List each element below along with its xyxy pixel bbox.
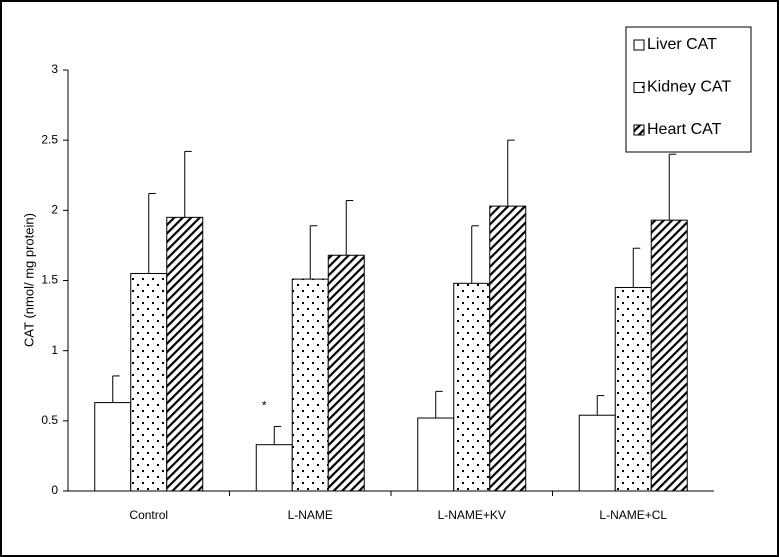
legend-label: Kidney CAT — [647, 79, 731, 96]
bar — [489, 205, 527, 492]
bar — [130, 272, 168, 492]
legend-swatch — [633, 82, 645, 93]
bar — [327, 254, 365, 492]
legend-swatch — [633, 124, 645, 136]
bar — [650, 219, 688, 492]
legend-label: Heart CAT — [647, 121, 722, 138]
bar — [453, 282, 491, 492]
y-tick-label: 0 — [51, 483, 58, 497]
y-tick-label: 2 — [51, 203, 58, 217]
annotation: * — [262, 399, 267, 413]
y-tick-label: 1.5 — [41, 273, 58, 287]
x-tick-label: L-NAME+KV — [438, 508, 506, 522]
y-tick-label: 0.5 — [41, 413, 58, 427]
y-tick-label: 3 — [51, 62, 58, 76]
y-axis-label: CAT (nmol/ mg protein) — [21, 213, 36, 347]
x-tick-label: L-NAME — [288, 508, 333, 522]
y-tick-label: 1 — [51, 343, 58, 357]
bar — [255, 444, 293, 492]
bar — [291, 278, 329, 492]
bar — [166, 216, 204, 492]
bar — [578, 414, 616, 492]
bar — [417, 417, 455, 492]
x-tick-label: Control — [129, 508, 168, 522]
bar — [94, 402, 132, 492]
legend-box — [625, 26, 752, 153]
y-tick-label: 2.5 — [41, 132, 58, 146]
bar — [614, 287, 652, 492]
x-tick-label: L-NAME+CL — [599, 508, 667, 522]
legend-swatch — [633, 39, 645, 51]
legend-label: Liver CAT — [647, 36, 717, 53]
